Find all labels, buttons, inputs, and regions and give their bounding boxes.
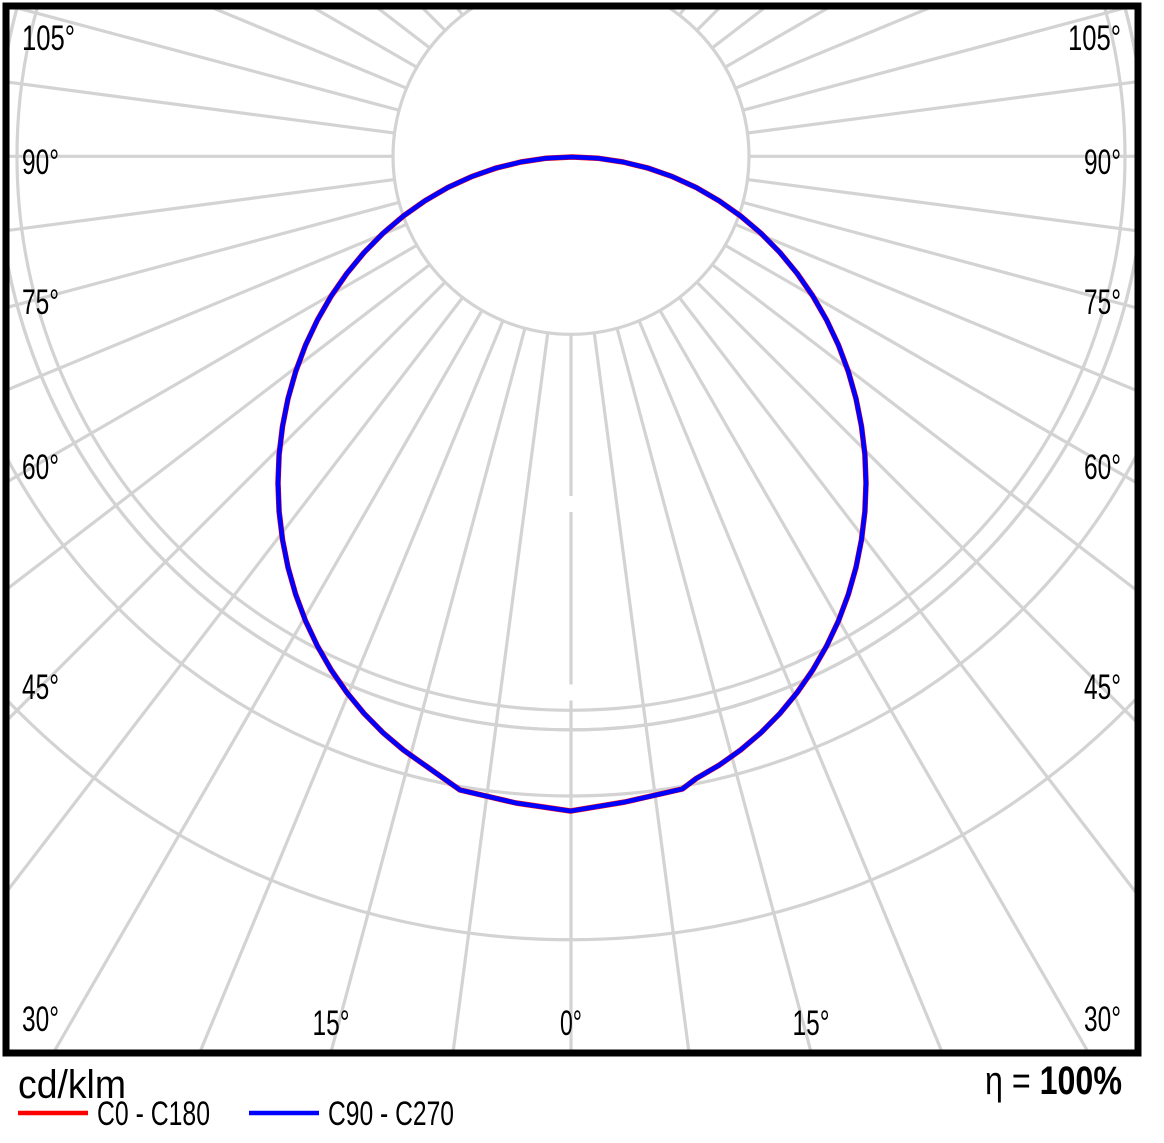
svg-text:30°: 30° [1084, 1000, 1121, 1039]
svg-text:60°: 60° [22, 448, 59, 487]
svg-text:90°: 90° [1084, 143, 1121, 182]
svg-text:η = 100%: η = 100% [985, 1059, 1122, 1103]
svg-text:45°: 45° [1084, 668, 1121, 707]
svg-text:C0 - C180: C0 - C180 [97, 1095, 210, 1133]
svg-text:15°: 15° [313, 1004, 350, 1043]
svg-text:15°: 15° [793, 1004, 830, 1043]
svg-text:105°: 105° [22, 19, 75, 58]
svg-text:75°: 75° [1084, 283, 1121, 322]
svg-text:60°: 60° [1084, 448, 1121, 487]
svg-text:45°: 45° [22, 668, 59, 707]
svg-text:105°: 105° [1068, 19, 1121, 58]
svg-text:C90 - C270: C90 - C270 [328, 1095, 454, 1133]
svg-text:75°: 75° [22, 283, 59, 322]
svg-text:0°: 0° [560, 1004, 582, 1043]
svg-text:90°: 90° [22, 143, 59, 182]
svg-text:30°: 30° [22, 1000, 59, 1039]
